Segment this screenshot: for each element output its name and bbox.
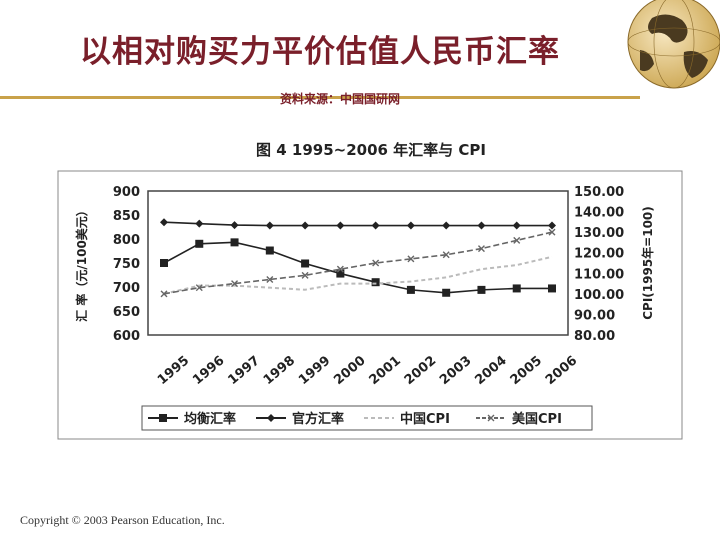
- x-tick-label: 1999: [296, 353, 333, 388]
- data-point: [406, 285, 415, 294]
- data-point: [442, 251, 450, 259]
- y-right-tick-label: 110.00: [574, 267, 624, 282]
- legend-label: 美国CPI: [512, 411, 562, 427]
- y-right-tick-label: 80.00: [574, 329, 615, 344]
- legend-label: 均衡汇率: [184, 411, 236, 427]
- data-point: [301, 271, 309, 279]
- slide-title: 以相对购买力平价估值人民币汇率: [80, 34, 560, 70]
- data-point: [477, 221, 486, 230]
- data-point: [406, 221, 415, 230]
- source-note: 资料来源：中国国研网: [279, 92, 400, 106]
- y-left-axis-label: 汇 率（元/100美元）: [74, 204, 89, 322]
- y-right-axis-label: CPI(1995年=100): [640, 206, 655, 320]
- data-point: [513, 236, 521, 244]
- x-tick-label: 2001: [367, 353, 404, 388]
- chart-frame: [57, 170, 683, 440]
- y-left-tick-label: 900: [113, 185, 140, 200]
- data-point: [160, 259, 168, 267]
- data-point: [160, 290, 168, 298]
- legend-label: 中国CPI: [400, 411, 450, 427]
- y-left-tick-label: 800: [113, 233, 140, 248]
- data-point: [230, 221, 239, 230]
- data-point: [231, 280, 239, 288]
- data-point: [512, 221, 521, 230]
- data-point: [442, 221, 451, 230]
- series-line-美国CPI: [163, 231, 553, 295]
- chart: 图 4 1995~2006 年汇率与 CPI 900 850 800 750 700 650…: [56, 135, 686, 445]
- y-left-tick-label: 650: [113, 305, 140, 320]
- data-point: [477, 285, 486, 294]
- y-right-tick-label: 90.00: [574, 308, 615, 323]
- x-tick-label: 1997: [225, 353, 262, 388]
- x-tick-label: 1995: [155, 353, 192, 388]
- x-tick-label: 2003: [437, 353, 474, 388]
- chart-title: 图 4 1995~2006 年汇率与 CPI: [256, 141, 486, 159]
- legend-marker: [159, 414, 167, 422]
- data-point: [548, 284, 556, 293]
- y-right-tick-label: 100.00: [574, 288, 624, 303]
- copyright: Copyright © 2003 Pearson Education, Inc.: [20, 513, 225, 527]
- data-point: [266, 275, 274, 283]
- y-left-tick-label: 700: [113, 281, 140, 296]
- series-line-官方汇率: [163, 221, 552, 227]
- data-point: [160, 218, 168, 227]
- globe-icon: [627, 0, 720, 89]
- x-tick-label: 2000: [331, 353, 368, 388]
- x-tick-label: 2006: [543, 353, 580, 388]
- x-tick-label: 2005: [508, 353, 545, 388]
- y-right-tick-label: 150.00: [574, 185, 624, 200]
- legend-marker: [487, 414, 495, 422]
- data-point: [548, 228, 556, 236]
- data-point: [265, 221, 274, 230]
- series-line-中国CPI: [163, 255, 553, 295]
- y-left-tick-label: 600: [113, 329, 140, 344]
- data-point: [371, 278, 380, 287]
- data-point: [301, 221, 310, 230]
- y-left-tick-label: 750: [113, 257, 140, 272]
- data-point: [371, 221, 380, 230]
- x-tick-label: 1996: [190, 353, 227, 388]
- data-point: [336, 221, 345, 230]
- data-point: [230, 238, 239, 247]
- data-point: [372, 259, 380, 267]
- data-point: [265, 246, 274, 255]
- data-point: [442, 288, 451, 297]
- data-point: [477, 245, 485, 253]
- legend-marker: [267, 414, 275, 422]
- title-divider: [0, 96, 640, 99]
- data-point: [548, 221, 556, 230]
- data-point: [195, 239, 204, 248]
- y-right-tick-label: 130.00: [574, 226, 624, 241]
- data-point: [195, 284, 203, 292]
- x-tick-label: 2004: [472, 353, 509, 388]
- plot-area: [147, 190, 569, 336]
- y-right-tick-label: 120.00: [574, 247, 624, 262]
- data-point: [336, 269, 345, 278]
- x-tick-label: 2002: [402, 353, 439, 388]
- data-point: [301, 259, 310, 268]
- y-left-tick-label: 850: [113, 209, 140, 224]
- data-point: [195, 219, 204, 228]
- data-point: [407, 255, 415, 263]
- y-right-tick-label: 140.00: [574, 206, 624, 221]
- legend-label: 官方汇率: [292, 411, 344, 427]
- series-line-均衡汇率: [163, 241, 552, 294]
- data-point: [336, 265, 344, 273]
- data-point: [512, 284, 521, 293]
- x-tick-label: 1998: [261, 353, 298, 388]
